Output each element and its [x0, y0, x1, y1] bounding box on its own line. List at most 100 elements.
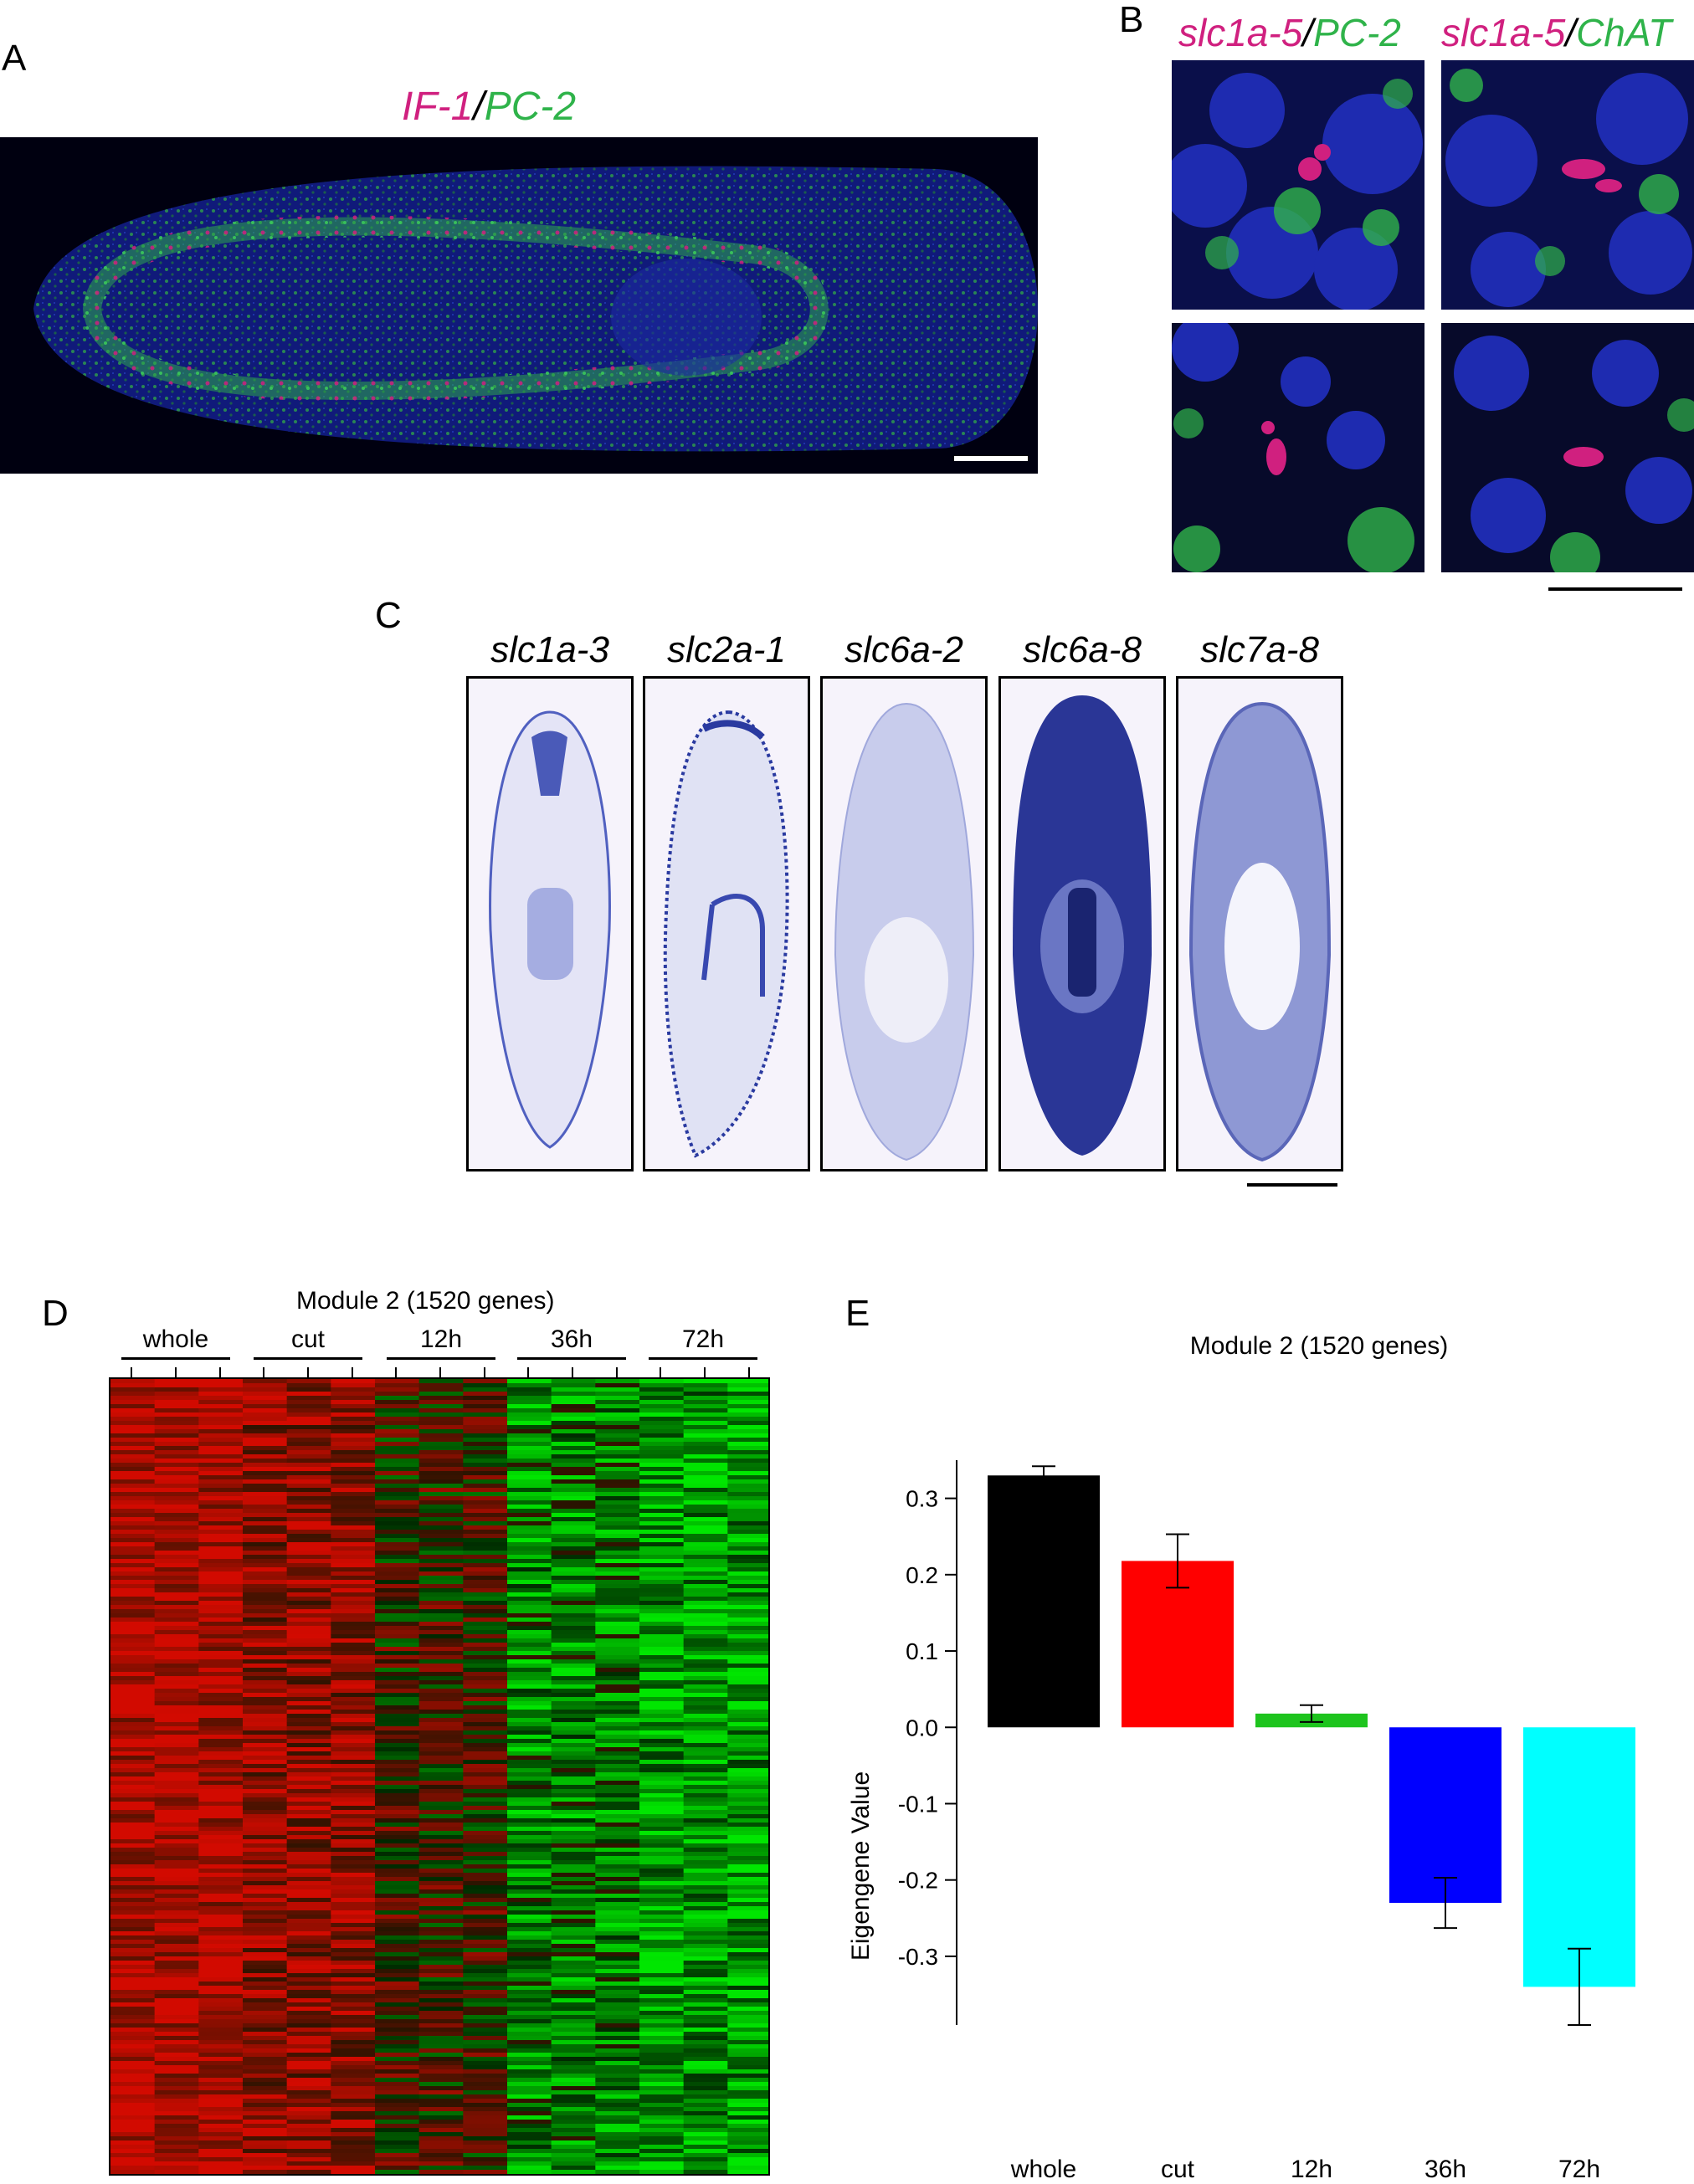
heatmap-cell — [154, 1940, 199, 1945]
heatmap-cell — [595, 1990, 640, 1995]
heatmap-cell — [727, 1823, 768, 1828]
heatmap-cell — [286, 1454, 331, 1459]
panel-d-group-bracket-whole — [121, 1357, 230, 1360]
heatmap-cell — [551, 2170, 596, 2174]
heatmap-cell — [463, 2023, 508, 2028]
heatmap-cell — [463, 2044, 508, 2049]
heatmap-cell — [639, 1906, 685, 1911]
heatmap-cell — [286, 1525, 331, 1530]
chart-y-tick-label: 0.1 — [906, 1638, 938, 1664]
heatmap-cell — [154, 1952, 199, 1957]
heatmap-cell — [198, 2136, 244, 2141]
heatmap-cell — [727, 2048, 768, 2053]
chart-bar-36h — [1389, 1727, 1502, 1904]
heatmap-cell — [331, 1735, 376, 1740]
heatmap-cell — [198, 1626, 244, 1631]
heatmap-cell — [463, 1823, 508, 1828]
heatmap-cell — [683, 1605, 728, 1610]
heatmap-cell — [286, 1655, 331, 1660]
heatmap-cell — [727, 1425, 768, 1430]
heatmap-cell — [639, 1735, 685, 1740]
heatmap-cell — [727, 1588, 768, 1593]
heatmap-cell — [375, 2023, 420, 2028]
heatmap-cell — [286, 1387, 331, 1392]
heatmap-cell — [375, 1898, 420, 1903]
heatmap-cell — [243, 1525, 288, 1530]
heatmap-cell — [243, 2090, 288, 2095]
heatmap-cell — [463, 2007, 508, 2012]
heatmap-cell — [463, 1701, 508, 1706]
heatmap-cell — [375, 1785, 420, 1790]
heatmap-cell — [507, 1910, 552, 1915]
heatmap-cell — [595, 2170, 640, 2174]
heatmap-cell — [286, 1613, 331, 1618]
heatmap-cell — [551, 2011, 596, 2016]
heatmap-cell — [418, 1580, 464, 1585]
heatmap-cell — [243, 1484, 288, 1489]
heatmap-cell — [331, 2040, 376, 2045]
heatmap-cell — [683, 2032, 728, 2037]
heatmap-cell — [595, 1764, 640, 1769]
heatmap-cell — [110, 1454, 156, 1459]
heatmap-cell — [375, 2028, 420, 2033]
chart-y-tick-label: 0.2 — [906, 1562, 938, 1588]
heatmap-cell — [463, 1998, 508, 2003]
heatmap-cell — [418, 1973, 464, 1978]
heatmap-cell — [286, 2170, 331, 2174]
heatmap-cell — [463, 1509, 508, 1514]
heatmap-cell — [331, 2149, 376, 2154]
heatmap-cell — [639, 2044, 685, 2049]
heatmap-cell — [198, 1889, 244, 1894]
heatmap-cell — [463, 1425, 508, 1430]
heatmap-cell — [154, 1906, 199, 1911]
heatmap-cell — [595, 1559, 640, 1564]
heatmap-cell — [243, 2032, 288, 2037]
heatmap-cell — [595, 2090, 640, 2095]
heatmap-cell — [110, 1848, 156, 1853]
heatmap-cell — [198, 1764, 244, 1769]
heatmap-cell — [507, 2053, 552, 2058]
heatmap-cell — [331, 1429, 376, 1434]
heatmap-cell — [463, 2145, 508, 2150]
heatmap-cell — [418, 1617, 464, 1623]
heatmap-cell — [463, 1412, 508, 1418]
heatmap-cell — [375, 1986, 420, 1991]
heatmap-cell — [418, 1592, 464, 1597]
heatmap-cell — [418, 2145, 464, 2150]
heatmap-cell — [110, 1743, 156, 1748]
panel-d-sample-tick — [307, 1367, 309, 1381]
heatmap-cell — [286, 1768, 331, 1773]
heatmap-cell — [243, 1952, 288, 1957]
heatmap-cell — [463, 1948, 508, 1953]
heatmap-cell — [198, 1546, 244, 1551]
heatmap-cell — [110, 1525, 156, 1530]
heatmap-cell — [154, 1910, 199, 1915]
heatmap-cell — [639, 1433, 685, 1438]
heatmap-cell — [375, 1601, 420, 1606]
heatmap-cell — [375, 2048, 420, 2053]
heatmap-cell — [243, 1425, 288, 1430]
heatmap-cell — [551, 1609, 596, 1614]
heatmap-cell — [418, 2011, 464, 2016]
heatmap-cell — [110, 1412, 156, 1418]
heatmap-cell — [463, 1852, 508, 1857]
heatmap-cell — [595, 1643, 640, 1648]
heatmap-cell — [375, 1789, 420, 1794]
heatmap-cell — [198, 1559, 244, 1564]
heatmap-cell — [110, 1655, 156, 1660]
heatmap-cell — [507, 2170, 552, 2174]
heatmap-cell — [727, 1383, 768, 1388]
heatmap-cell — [507, 1915, 552, 1920]
heatmap-cell — [331, 1492, 376, 1497]
heatmap-cell — [198, 1555, 244, 1560]
heatmap-cell — [463, 1521, 508, 1526]
heatmap-cell — [375, 1927, 420, 1932]
heatmap-cell — [198, 1881, 244, 1886]
heatmap-cell — [243, 1651, 288, 1656]
heatmap-cell — [375, 2153, 420, 2158]
heatmap-cell — [463, 1818, 508, 1823]
heatmap-cell — [286, 1475, 331, 1480]
heatmap-cell — [418, 1747, 464, 1752]
heatmap-cell — [198, 1580, 244, 1585]
heatmap-cell — [243, 2103, 288, 2108]
